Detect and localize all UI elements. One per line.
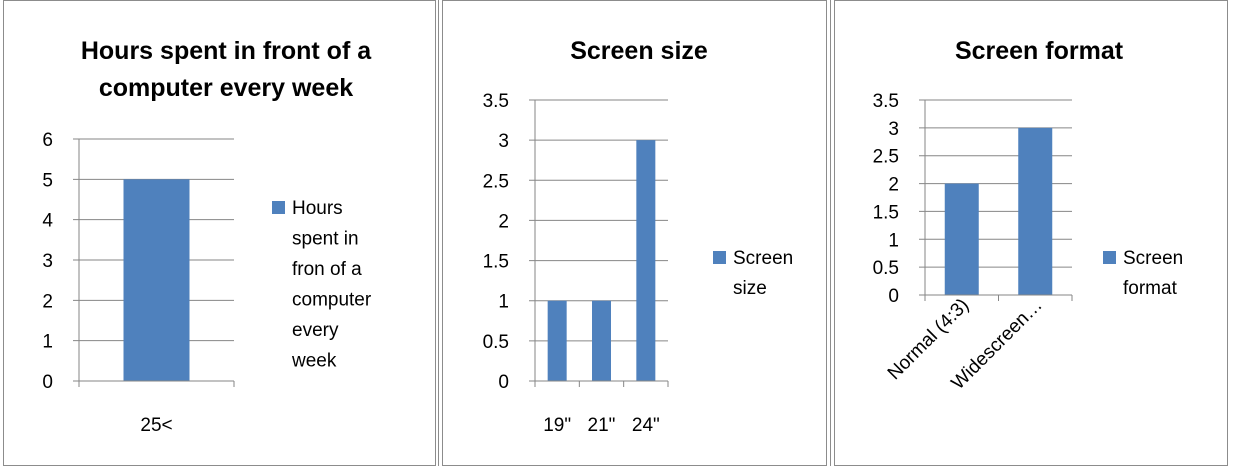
y-tick-label: 1: [888, 230, 899, 251]
screen-size-chart: Screen size 0 0.5 1 1.5 2 2.5 3 3.5 19" 21" 24" Scre…: [483, 37, 794, 436]
y-tick-label: 5: [42, 170, 53, 191]
legend-label: Screen: [733, 248, 793, 269]
y-tick-label: 2.5: [483, 171, 509, 192]
y-tick-label: 1.5: [483, 252, 509, 273]
bar: [547, 300, 567, 381]
y-tick-label: 3: [42, 251, 53, 272]
legend-label: format: [1123, 278, 1178, 299]
panel-divider: [830, 0, 831, 466]
chart-panel-screen-size: Screen size 0 0.5 1 1.5 2 2.5 3 3.5 19" 21" 24" Scre…: [442, 0, 827, 466]
legend-label: Hours: [292, 198, 343, 219]
x-tick-label: 24": [632, 415, 660, 436]
legend-label: week: [291, 351, 337, 372]
panel-divider: [438, 0, 439, 466]
chart-title: Hours spent in front of a: [81, 37, 372, 65]
y-tick-label: 0: [498, 372, 509, 393]
legend-label: computer: [292, 290, 372, 311]
y-tick-label: 1: [42, 332, 53, 353]
y-tick-label: 0.5: [483, 332, 509, 353]
chart-panel-screen-format: Screen format 0 0.5 1 1.5 2 2.5 3 3.5 Normal (4:3…: [834, 0, 1228, 466]
legend-label: spent in: [292, 229, 359, 250]
legend-label: size: [733, 278, 767, 299]
y-tick-label: 2: [42, 291, 53, 312]
y-tick-label: 2: [498, 211, 509, 232]
legend-label: Screen: [1123, 248, 1183, 269]
y-tick-label: 3.5: [483, 91, 509, 112]
y-tick-label: 0: [42, 372, 53, 393]
y-tick-label: 0: [888, 286, 899, 307]
y-tick-label: 2.5: [873, 147, 899, 168]
bar: [123, 179, 190, 381]
legend-swatch: [272, 201, 285, 214]
bar: [592, 300, 611, 381]
y-tick-label: 2: [888, 175, 899, 196]
y-tick-label: 4: [42, 211, 53, 232]
y-tick-label: 1: [498, 292, 509, 313]
bar: [636, 140, 656, 381]
y-tick-label: 1.5: [873, 202, 899, 223]
legend-label: fron of a: [292, 259, 362, 280]
y-tick-label: 6: [42, 130, 53, 151]
y-tick-label: 0.5: [873, 258, 899, 279]
x-tick-label: 21": [588, 415, 616, 436]
chart-panel-hours: Hours spent in front of a computer every …: [3, 0, 436, 466]
chart-title: Screen format: [955, 37, 1124, 65]
x-tick-label: 19": [543, 415, 571, 436]
chart-title: Screen size: [570, 37, 708, 65]
legend-label: every: [292, 320, 339, 341]
bar: [944, 183, 979, 295]
bar: [1018, 127, 1053, 295]
y-tick-label: 3: [888, 119, 899, 140]
legend-swatch: [713, 251, 726, 264]
x-tick-label: 25<: [140, 415, 172, 436]
hours-chart: Hours spent in front of a computer every …: [42, 37, 372, 436]
chart-title: computer every week: [99, 74, 353, 102]
legend-swatch: [1103, 251, 1116, 264]
y-tick-label: 3.5: [873, 91, 899, 112]
y-tick-label: 3: [498, 131, 509, 152]
